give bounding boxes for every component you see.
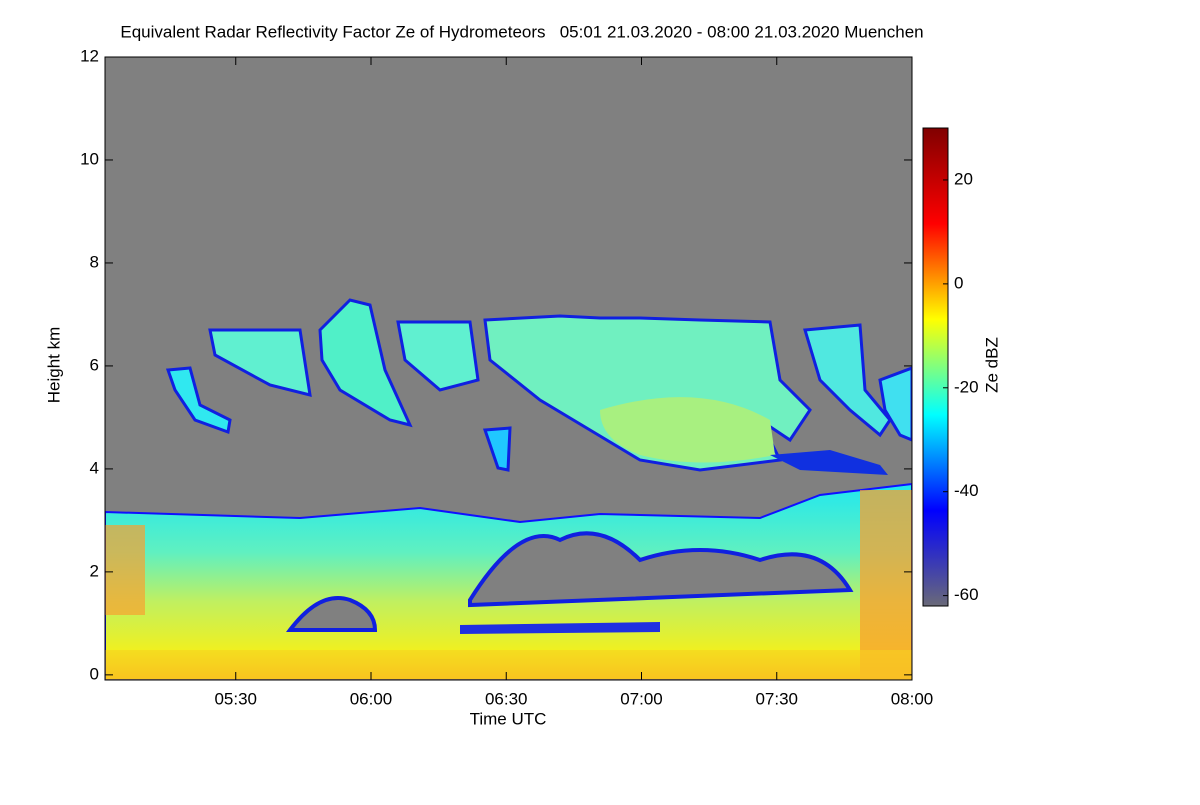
upper-cloud xyxy=(165,366,232,435)
upper-cloud xyxy=(878,366,912,442)
colorbar xyxy=(922,127,949,607)
x-axis-label: Time UTC xyxy=(470,709,547,728)
colorbar-tick-label: -20 xyxy=(954,377,979,396)
colorbar-tick-label: -40 xyxy=(954,481,979,500)
y-tick-label: 2 xyxy=(90,561,99,580)
colorbar-label: Ze dBZ xyxy=(982,337,1001,393)
colorbar-tick-label: 20 xyxy=(954,169,973,188)
y-tick-label: 8 xyxy=(90,252,99,271)
upper-cloud xyxy=(318,298,413,428)
y-tick-label: 4 xyxy=(90,458,99,477)
chart-title: Equivalent Radar Reflectivity Factor Ze … xyxy=(120,22,923,41)
upper-cloud xyxy=(770,450,888,475)
upper-cloud xyxy=(803,323,892,438)
x-tick-label: 06:00 xyxy=(350,689,393,708)
y-tick-label: 10 xyxy=(80,149,99,168)
y-tick-label: 6 xyxy=(90,355,99,374)
reflectivity-field xyxy=(105,298,912,680)
upper-cloud xyxy=(208,328,312,398)
field-patch xyxy=(105,525,145,615)
x-tick-label: 08:00 xyxy=(891,689,934,708)
x-tick-label: 05:30 xyxy=(214,689,257,708)
y-tick-label: 0 xyxy=(90,664,99,683)
x-tick-label: 07:30 xyxy=(755,689,798,708)
echo-gap xyxy=(468,531,854,608)
plot-frame xyxy=(104,56,913,681)
echo-gap xyxy=(285,596,378,632)
x-tick-label: 07:00 xyxy=(620,689,663,708)
y-tick-label: 12 xyxy=(80,46,99,65)
upper-cloud-core xyxy=(600,397,775,463)
x-tick-label: 06:30 xyxy=(485,689,528,708)
y-axis-label: Height km xyxy=(44,327,63,404)
field-patch xyxy=(860,490,912,680)
field-patch xyxy=(460,622,660,634)
field-patch xyxy=(105,650,912,680)
upper-cloud xyxy=(396,320,480,392)
upper-cloud xyxy=(482,426,512,472)
colorbar-tick-label: -60 xyxy=(954,585,979,604)
colorbar-tick-label: 0 xyxy=(954,273,963,292)
